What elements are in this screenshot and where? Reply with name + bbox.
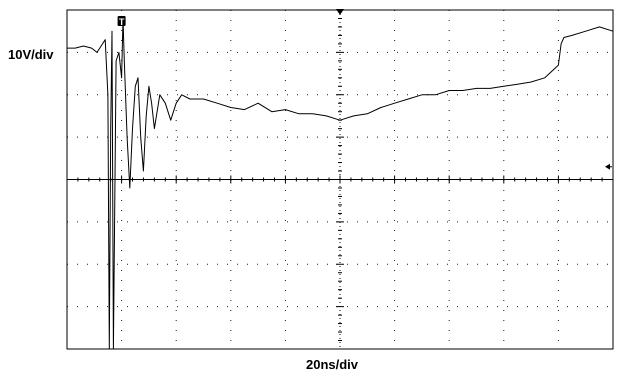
trigger-marker-label: T	[119, 17, 125, 27]
graticule	[66, 9, 614, 350]
vertical-scale-label: 10V/div	[8, 47, 54, 62]
waveform-trace-layer	[67, 18, 614, 350]
trigger-level-arrow-icon	[605, 163, 610, 170]
center-position-marker	[336, 9, 344, 15]
markers-layer: T	[117, 9, 612, 170]
waveform-trace	[67, 18, 614, 350]
trigger-marker-box	[117, 16, 126, 26]
horizontal-scale-label: 20ns/div	[306, 357, 359, 372]
